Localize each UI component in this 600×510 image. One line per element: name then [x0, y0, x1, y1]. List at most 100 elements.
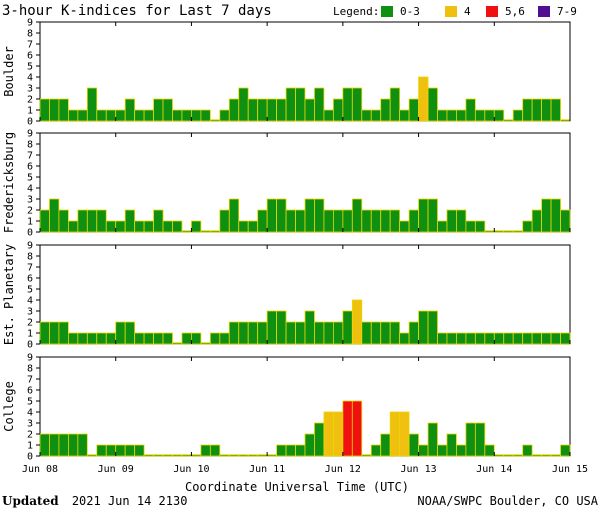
- bar: [200, 342, 211, 345]
- bar: [58, 433, 69, 457]
- bar: [456, 209, 467, 233]
- bar: [493, 230, 505, 233]
- bar: [257, 98, 268, 122]
- bar: [238, 454, 249, 457]
- bar: [446, 433, 457, 457]
- bar: [370, 109, 382, 122]
- bar: [380, 321, 391, 345]
- footer-updated-value: 2021 Jun 14 2130: [72, 494, 188, 508]
- bar: [228, 198, 240, 233]
- bar: [541, 98, 552, 122]
- bar: [389, 209, 401, 233]
- bar: [58, 321, 69, 345]
- bar: [550, 98, 561, 122]
- bar: [96, 109, 107, 122]
- bar: [474, 109, 486, 122]
- bar: [209, 332, 221, 345]
- bar: [541, 332, 552, 345]
- bar: [219, 209, 230, 233]
- bar: [456, 332, 467, 345]
- bar: [465, 332, 476, 345]
- bar: [323, 321, 334, 345]
- y-tick-label: 7: [27, 375, 33, 386]
- bar: [247, 454, 259, 457]
- bar: [446, 332, 457, 345]
- bar: [370, 321, 382, 345]
- y-tick-label: 1: [27, 441, 33, 452]
- bar: [550, 454, 561, 457]
- bar: [134, 109, 145, 122]
- bar: [512, 109, 524, 122]
- bar: [266, 454, 278, 457]
- bar: [389, 411, 401, 457]
- bar: [304, 198, 315, 233]
- bar: [191, 109, 202, 122]
- bar: [153, 209, 164, 233]
- bar: [181, 454, 192, 457]
- y-tick-label: 2: [27, 206, 33, 217]
- bar: [115, 444, 126, 457]
- bar: [418, 198, 429, 233]
- bar: [560, 332, 571, 345]
- y-tick-label: 5: [27, 62, 33, 73]
- bar: [399, 109, 410, 122]
- legend-swatch-4: [445, 6, 457, 17]
- bar: [200, 109, 211, 122]
- y-tick-label: 3: [27, 195, 33, 206]
- bar: [446, 109, 457, 122]
- bar: [380, 209, 391, 233]
- y-tick-label: 5: [27, 397, 33, 408]
- bar: [143, 332, 154, 345]
- bar: [285, 321, 296, 345]
- y-tick-label: 0: [27, 452, 33, 463]
- bar: [531, 332, 543, 345]
- bar: [134, 220, 145, 233]
- bar: [304, 98, 315, 122]
- bar: [323, 411, 334, 457]
- bar: [361, 109, 372, 122]
- bar: [276, 98, 287, 122]
- bar: [105, 220, 117, 233]
- bar: [124, 98, 136, 122]
- bar: [427, 310, 438, 345]
- bar: [314, 422, 325, 457]
- bar: [370, 209, 382, 233]
- bar: [247, 98, 259, 122]
- bar: [560, 119, 571, 122]
- panel-label-fredericksburg: Fredericksburg: [2, 132, 16, 233]
- bar: [228, 454, 240, 457]
- bar: [266, 310, 278, 345]
- bar: [323, 109, 334, 122]
- bar: [162, 332, 173, 345]
- bar: [219, 454, 230, 457]
- bar: [209, 230, 221, 233]
- y-tick-label: 1: [27, 106, 33, 117]
- y-tick-label: 2: [27, 318, 33, 329]
- bar: [361, 209, 372, 233]
- bar: [67, 220, 79, 233]
- x-tick-label: Jun 15: [552, 464, 588, 475]
- bar: [96, 332, 107, 345]
- x-tick-label: Jun 14: [476, 464, 512, 475]
- bar: [86, 87, 98, 122]
- bar: [39, 433, 50, 457]
- bar: [484, 230, 495, 233]
- bar: [115, 220, 126, 233]
- bar: [143, 109, 154, 122]
- y-tick-label: 0: [27, 117, 33, 128]
- bar: [512, 332, 524, 345]
- x-tick-label: Jun 12: [325, 464, 361, 475]
- bar: [77, 332, 88, 345]
- bar: [399, 332, 410, 345]
- bar: [247, 220, 259, 233]
- y-tick-label: 1: [27, 329, 33, 340]
- bar: [437, 220, 448, 233]
- bar: [124, 209, 136, 233]
- bar: [332, 321, 344, 345]
- bar: [560, 444, 571, 457]
- y-tick-label: 3: [27, 307, 33, 318]
- bar: [191, 454, 202, 457]
- bar: [49, 321, 60, 345]
